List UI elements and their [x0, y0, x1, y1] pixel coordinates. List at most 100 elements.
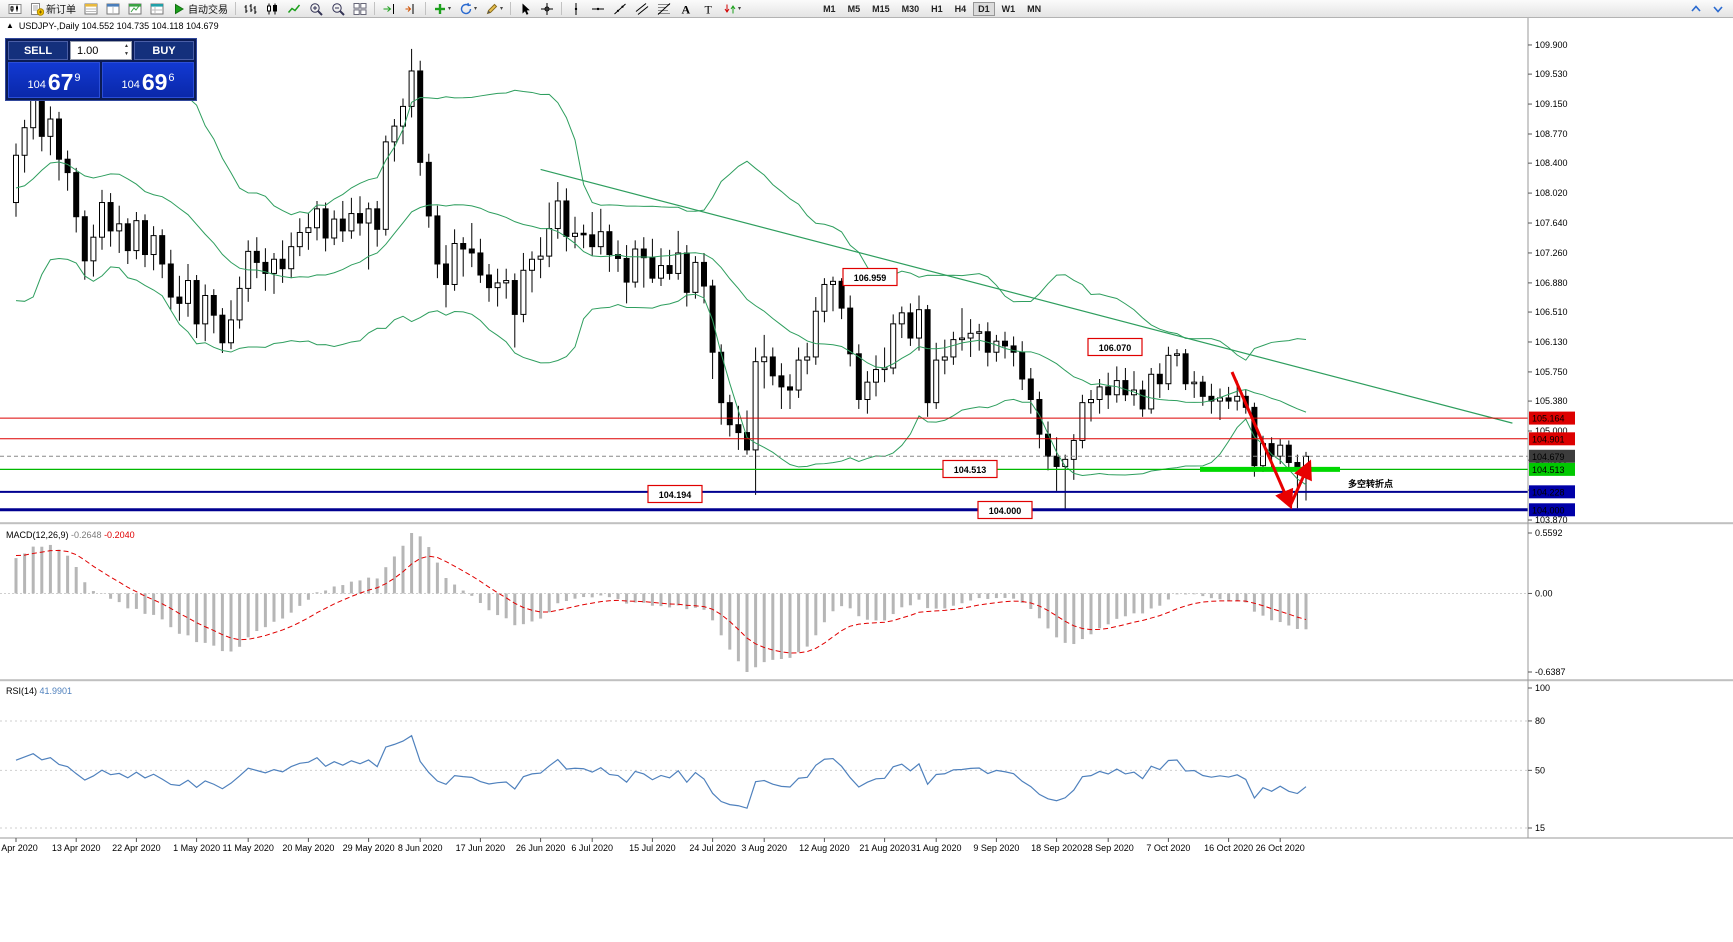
- volume-stepper[interactable]: 1.00 ▲ ▼: [70, 41, 132, 60]
- trend-arrows[interactable]: [1230, 371, 1312, 510]
- svg-text:104.000: 104.000: [989, 506, 1022, 516]
- bar-chart-icon: [244, 3, 257, 14]
- indicators-dropdown-icon[interactable]: ▾: [448, 6, 452, 12]
- market-watch-icon[interactable]: [81, 1, 101, 17]
- crosshair-icon[interactable]: [537, 1, 557, 17]
- sell-price-big: 67: [47, 69, 74, 96]
- terminal-icon: [150, 3, 164, 14]
- timeframe-m1-button[interactable]: M1: [818, 2, 841, 16]
- zoom-in-icon[interactable]: [306, 1, 326, 17]
- svg-text:106.880: 106.880: [1535, 278, 1568, 288]
- tile-windows-icon[interactable]: [350, 1, 370, 17]
- dock-up-icon[interactable]: [1686, 1, 1706, 17]
- bar-chart-icon[interactable]: [240, 1, 260, 17]
- descending-trendline[interactable]: [540, 168, 1513, 424]
- svg-text:100: 100: [1535, 683, 1550, 693]
- fibonacci-icon[interactable]: [654, 1, 674, 17]
- label-icon: T: [705, 2, 713, 16]
- svg-text:104.901: 104.901: [1532, 434, 1565, 444]
- svg-text:16 Oct 2020: 16 Oct 2020: [1204, 843, 1253, 853]
- arrows-dropdown-icon[interactable]: ▾: [738, 6, 742, 12]
- chart-shift-icon[interactable]: [401, 1, 421, 17]
- data-window-icon[interactable]: [103, 1, 123, 17]
- svg-text:109.530: 109.530: [1535, 69, 1568, 79]
- volume-value[interactable]: 1.00: [77, 44, 99, 57]
- channel-icon[interactable]: [632, 1, 652, 17]
- zoom-out-icon[interactable]: [328, 1, 348, 17]
- new-chart-icon[interactable]: [5, 1, 25, 17]
- rsi-line: [15, 734, 1307, 809]
- price-callout-label[interactable]: 104.000: [977, 500, 1033, 520]
- timeframe-m5-button[interactable]: M5: [843, 2, 866, 16]
- svg-text:104.194: 104.194: [659, 490, 692, 500]
- timeframe-d1-button[interactable]: D1: [973, 1, 995, 16]
- timeframe-w1-button[interactable]: W1: [997, 2, 1021, 16]
- timeframe-m15-button[interactable]: M15: [867, 2, 895, 16]
- timeframe-mn-button[interactable]: MN: [1022, 2, 1046, 16]
- buy-price-prefix: 104: [121, 79, 140, 91]
- candle-chart-icon[interactable]: [262, 1, 282, 17]
- arrows-icon[interactable]: ▾: [720, 1, 744, 17]
- navigator-icon[interactable]: [125, 1, 145, 17]
- time-axis[interactable]: 2 Apr 2020 13 Apr 2020 22 Apr 2020 1 May 20…: [0, 838, 1305, 853]
- svg-text:104.228: 104.228: [1532, 487, 1565, 497]
- vertical-line-icon[interactable]: [566, 1, 586, 17]
- svg-text:2 Apr 2020: 2 Apr 2020: [0, 843, 38, 853]
- buy-button[interactable]: BUY: [134, 41, 194, 60]
- timeframe-h1-button[interactable]: H1: [926, 2, 948, 16]
- buy-price-tile[interactable]: 104 69 6: [102, 62, 194, 98]
- auto-scroll-icon[interactable]: [379, 1, 399, 17]
- indicators-icon[interactable]: ▾: [430, 1, 454, 17]
- text-icon[interactable]: A: [676, 1, 696, 17]
- toolbar-separator: [561, 2, 563, 15]
- sell-button[interactable]: SELL: [8, 41, 68, 60]
- price-callout-label[interactable]: 106.070: [1087, 337, 1143, 357]
- svg-text:13 Apr 2020: 13 Apr 2020: [52, 843, 101, 853]
- svg-text:105.000: 105.000: [1535, 426, 1568, 436]
- price-callout-label[interactable]: 106.959: [842, 267, 898, 287]
- new-order-button[interactable]: 新订单: [27, 1, 79, 17]
- rsi-panel: RSI(14) 41.9901 100 80 50 15: [0, 683, 1550, 833]
- terminal-icon[interactable]: [147, 1, 167, 17]
- dock-down-icon[interactable]: [1708, 1, 1728, 17]
- periods-icon[interactable]: ▾: [456, 1, 480, 17]
- svg-text:104.513: 104.513: [954, 465, 987, 475]
- indicators-icon: [435, 3, 445, 14]
- svg-text:26 Oct 2020: 26 Oct 2020: [1256, 843, 1305, 853]
- price-axis[interactable]: 109.900 109.530 109.150 108.770 108.400 108.0…: [1528, 40, 1575, 525]
- horizontal-lines[interactable]: [0, 417, 1528, 512]
- channel-icon: [635, 2, 649, 15]
- svg-text:108.400: 108.400: [1535, 158, 1568, 168]
- horizontal-line-icon[interactable]: [588, 1, 608, 17]
- sell-price-tile[interactable]: 104 67 9: [8, 62, 100, 98]
- timeframe-h4-button[interactable]: H4: [950, 2, 972, 16]
- volume-spinner-icons[interactable]: ▲ ▼: [124, 43, 129, 57]
- trendline-icon[interactable]: [610, 1, 630, 17]
- line-chart-icon: [287, 4, 301, 13]
- price-badge: 104.901: [1529, 432, 1575, 446]
- dock-up-icon: [1691, 4, 1701, 12]
- zoom-in-icon: [310, 2, 323, 16]
- price-callout-label[interactable]: 104.513: [942, 459, 998, 479]
- text-icon: A: [682, 2, 691, 16]
- price-callout-label[interactable]: 104.194: [647, 484, 703, 504]
- templates-dropdown-icon[interactable]: ▾: [500, 6, 504, 12]
- timeframe-m30-button[interactable]: M30: [897, 2, 925, 16]
- svg-text:108.020: 108.020: [1535, 188, 1568, 198]
- auto-trading-button[interactable]: 自动交易: [169, 1, 231, 17]
- one-click-trading-panel: SELL 1.00 ▲ ▼ BUY 104 67 9 104 69 6: [5, 38, 197, 101]
- cursor-icon[interactable]: [515, 1, 535, 17]
- panel-collapse-icon[interactable]: ▲: [6, 21, 14, 30]
- horizontal-line-icon: [592, 7, 605, 10]
- periods-dropdown-icon[interactable]: ▾: [474, 6, 478, 12]
- buy-price-big: 69: [141, 69, 168, 96]
- bollinger-bands: [15, 59, 1307, 486]
- auto-trading-label: 自动交易: [188, 5, 228, 16]
- label-icon[interactable]: T: [698, 1, 718, 17]
- toolbar-separator: [374, 2, 375, 15]
- annotation-text[interactable]: 多空转折点: [1348, 478, 1393, 489]
- line-chart-icon[interactable]: [284, 1, 304, 17]
- templates-icon[interactable]: ▾: [482, 1, 506, 17]
- svg-text:15: 15: [1535, 823, 1545, 833]
